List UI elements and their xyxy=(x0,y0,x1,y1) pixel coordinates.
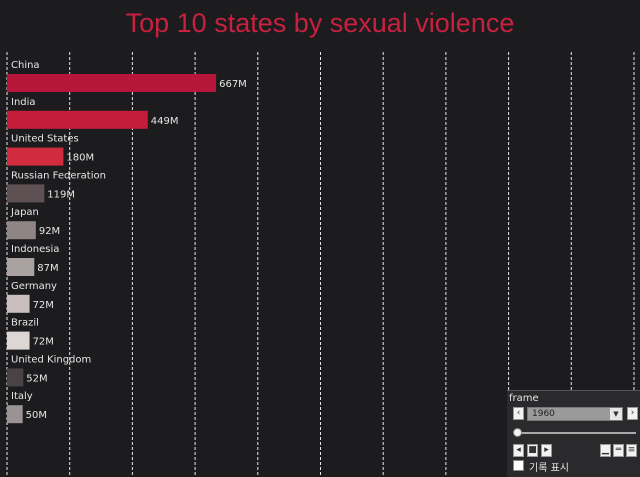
bar-label: Germany xyxy=(11,281,57,292)
bar xyxy=(7,331,30,350)
value-label: 50M xyxy=(26,410,47,421)
chevron-down-icon: ▼ xyxy=(610,408,622,420)
reflect-icon: ≡ xyxy=(627,445,636,455)
next-frame-button[interactable]: › xyxy=(627,407,638,420)
bar-label: United States xyxy=(11,134,79,145)
value-label: 180M xyxy=(66,153,94,164)
bar xyxy=(7,147,64,166)
frame-controls: frame ‹ 1960 ▼ › ◂ ■ ▸ ▁ ═ ≡ 기록 표시 xyxy=(507,390,640,477)
loop-icon: ═ xyxy=(615,445,622,455)
value-label: 119M xyxy=(47,189,75,200)
bar xyxy=(7,405,23,424)
bar-label: Italy xyxy=(11,391,33,402)
show-history-checkbox[interactable] xyxy=(513,460,524,471)
frame-slider-thumb[interactable] xyxy=(513,428,522,437)
loop-once-icon: ▁ xyxy=(602,445,609,455)
bar xyxy=(7,184,45,203)
bar-label: Brazil xyxy=(11,318,39,329)
frame-select-value: 1960 xyxy=(532,409,555,419)
chevron-left-icon: ‹ xyxy=(516,408,521,418)
step-back-button[interactable]: ◂ xyxy=(513,444,524,457)
value-label: 449M xyxy=(151,116,179,127)
value-label: 87M xyxy=(37,263,58,274)
reflect-button[interactable]: ≡ xyxy=(626,444,637,457)
step-back-icon: ◂ xyxy=(516,445,521,455)
show-history-label: 기록 표시 xyxy=(529,463,569,474)
bar xyxy=(7,368,24,387)
value-label: 52M xyxy=(26,373,47,384)
chevron-right-icon: › xyxy=(630,408,635,418)
bar-label: China xyxy=(11,60,40,71)
bar xyxy=(7,294,30,313)
prev-frame-button[interactable]: ‹ xyxy=(513,407,524,420)
value-label: 72M xyxy=(33,300,54,311)
loop-button[interactable]: ═ xyxy=(613,444,624,457)
value-label: 72M xyxy=(33,337,54,348)
bar xyxy=(7,258,35,276)
bar-label: United Kingdom xyxy=(11,354,91,365)
bar xyxy=(7,110,148,129)
stop-icon: ■ xyxy=(528,445,537,455)
value-label: 92M xyxy=(39,226,60,237)
bar-label: Russian Federation xyxy=(11,170,106,181)
play-button[interactable]: ▸ xyxy=(541,444,552,457)
bar-label: Japan xyxy=(10,207,39,218)
bar xyxy=(7,221,36,240)
bar-label: India xyxy=(11,97,36,108)
frame-slider-track[interactable] xyxy=(516,432,636,434)
value-label: 667M xyxy=(219,79,247,90)
frame-caption: frame xyxy=(509,393,539,404)
bar xyxy=(7,74,217,92)
play-icon: ▸ xyxy=(544,445,549,455)
loop-once-button[interactable]: ▁ xyxy=(600,444,611,457)
frame-select[interactable]: 1960 ▼ xyxy=(527,407,623,421)
bar-label: Indonesia xyxy=(11,244,59,255)
stop-button[interactable]: ■ xyxy=(527,444,538,457)
chart-title: Top 10 states by sexual violence xyxy=(125,8,515,38)
